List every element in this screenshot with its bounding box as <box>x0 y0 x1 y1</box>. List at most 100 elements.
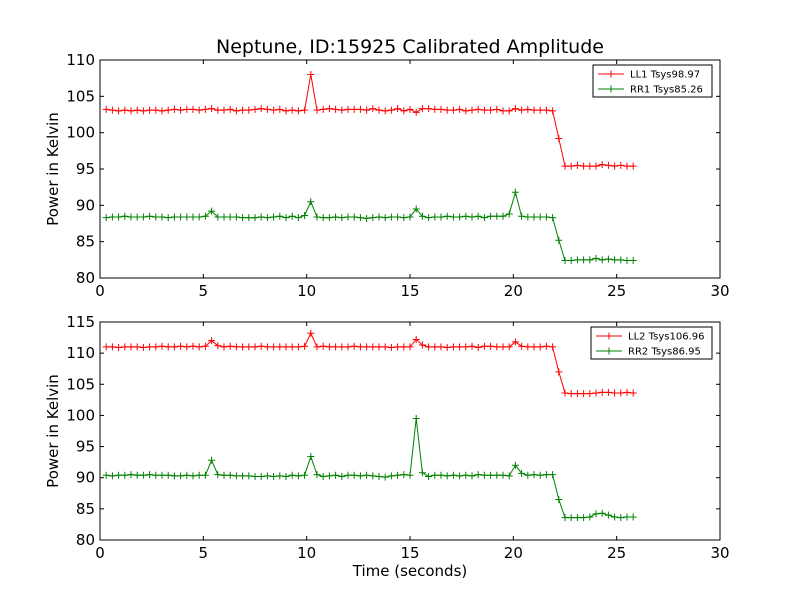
data-point <box>251 214 259 222</box>
data-point <box>127 213 135 221</box>
data-point <box>108 343 116 351</box>
legend-marker <box>605 347 613 355</box>
data-point <box>623 162 631 170</box>
data-point <box>133 471 141 479</box>
y-tick-label: 115 <box>66 313 95 331</box>
data-point <box>561 389 569 397</box>
data-point <box>604 511 612 519</box>
data-point <box>276 105 284 113</box>
x-tick-label: 25 <box>607 282 626 300</box>
data-point <box>511 105 519 113</box>
y-axis-label: Power in Kelvin <box>44 112 62 226</box>
data-point <box>611 389 619 397</box>
data-point <box>592 510 600 518</box>
legend-label: RR1 Tsys85.26 <box>630 85 703 96</box>
x-tick-label: 25 <box>607 544 626 562</box>
data-point <box>108 106 116 114</box>
data-point <box>536 106 544 114</box>
y-tick-label: 100 <box>66 406 95 424</box>
data-point <box>604 388 612 396</box>
data-point <box>530 471 538 479</box>
chart-panel-2: 0 5 10 15 20 25 30 80 85 90 95 100 105 110 115 Power in… <box>44 313 730 580</box>
data-point <box>239 214 247 222</box>
data-point <box>617 161 625 169</box>
data-point <box>511 188 519 196</box>
legend-label: LL2 Tsys106.96 <box>628 332 704 343</box>
data-point <box>480 342 488 350</box>
data-point <box>629 257 637 265</box>
data-point <box>499 343 507 351</box>
data-point <box>276 472 284 480</box>
data-point <box>437 471 445 479</box>
x-tick-label: 0 <box>95 282 105 300</box>
data-point <box>611 162 619 170</box>
data-point <box>158 342 166 350</box>
data-point <box>487 212 495 220</box>
data-point <box>549 107 557 115</box>
data-point <box>294 343 302 351</box>
data-point <box>251 472 259 480</box>
data-point <box>344 471 352 479</box>
data-point <box>263 214 271 222</box>
data-point <box>164 343 172 351</box>
data-point <box>139 213 147 221</box>
data-point <box>573 514 581 522</box>
data-point <box>629 513 637 521</box>
data-point <box>443 472 451 480</box>
data-point <box>133 343 141 351</box>
data-point <box>561 162 569 170</box>
data-point <box>462 212 470 220</box>
data-point <box>487 471 495 479</box>
data-point <box>301 212 309 220</box>
data-point <box>276 343 284 351</box>
data-point <box>443 344 451 352</box>
data-point <box>294 214 302 222</box>
data-point <box>505 343 513 351</box>
data-point <box>301 106 309 114</box>
data-point <box>511 338 519 346</box>
legend-label: RR2 Tsys86.95 <box>628 347 701 358</box>
data-point <box>387 213 395 221</box>
data-point <box>549 214 557 222</box>
data-point <box>177 472 185 480</box>
y-tick-label: 95 <box>76 438 95 456</box>
data-point <box>443 106 451 114</box>
data-point <box>208 105 216 113</box>
data-point <box>338 214 346 222</box>
data-point <box>524 343 532 351</box>
data-point <box>251 105 259 113</box>
data-point <box>344 343 352 351</box>
data-point <box>356 214 364 222</box>
data-point <box>363 343 371 351</box>
data-point <box>394 471 402 479</box>
data-point <box>183 213 191 221</box>
data-point <box>201 105 209 113</box>
data-point <box>195 343 203 351</box>
data-point <box>239 343 247 351</box>
data-point <box>418 469 426 477</box>
data-point <box>263 343 271 351</box>
data-point <box>598 256 606 264</box>
data-point <box>170 213 178 221</box>
data-point <box>245 343 253 351</box>
data-point <box>629 389 637 397</box>
data-point <box>394 213 402 221</box>
data-point <box>177 213 185 221</box>
data-point <box>586 162 594 170</box>
data-point <box>375 106 383 114</box>
data-point <box>319 105 327 113</box>
data-point <box>387 472 395 480</box>
data-point <box>102 214 110 222</box>
data-point <box>270 472 278 480</box>
data-point <box>567 257 575 265</box>
data-point <box>226 105 234 113</box>
data-point <box>189 213 197 221</box>
data-point <box>282 472 290 480</box>
data-point <box>573 390 581 398</box>
chart-title: Neptune, ID:15925 Calibrated Amplitude <box>216 36 604 58</box>
data-point <box>474 344 482 352</box>
y-tick-label: 110 <box>66 51 95 69</box>
data-point <box>108 472 116 480</box>
data-point <box>623 388 631 396</box>
data-point <box>394 343 402 351</box>
